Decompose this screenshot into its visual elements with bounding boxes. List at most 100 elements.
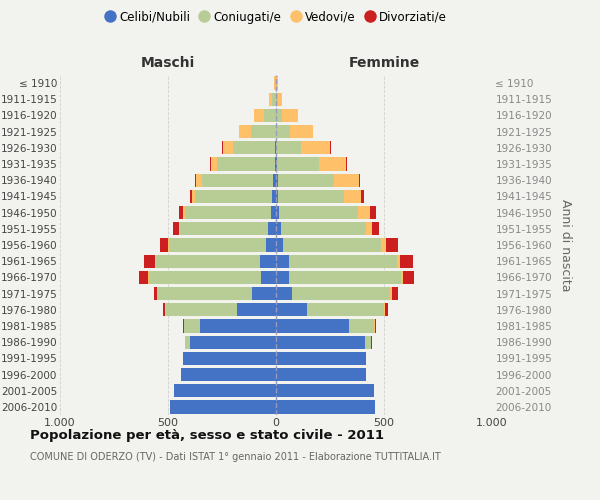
Bar [269, 92, 272, 106]
Bar [344, 190, 361, 203]
Bar [266, 238, 276, 252]
Bar [359, 174, 361, 187]
Bar [361, 190, 364, 203]
Bar [157, 287, 252, 300]
Bar [175, 384, 276, 398]
Bar [271, 206, 276, 220]
Bar [283, 238, 381, 252]
Bar [166, 303, 237, 316]
Bar [156, 254, 260, 268]
Bar [196, 190, 272, 203]
Bar [193, 190, 196, 203]
Bar [173, 222, 179, 235]
Bar [349, 320, 374, 332]
Bar [276, 400, 376, 413]
Bar [185, 206, 271, 220]
Bar [239, 125, 251, 138]
Bar [278, 174, 334, 187]
Bar [196, 174, 202, 187]
Bar [264, 109, 276, 122]
Bar [276, 320, 349, 332]
Text: Femmine: Femmine [349, 56, 419, 70]
Bar [169, 238, 266, 252]
Bar [223, 141, 233, 154]
Bar [392, 287, 398, 300]
Bar [397, 254, 400, 268]
Bar [319, 158, 346, 170]
Bar [381, 238, 386, 252]
Bar [251, 125, 275, 138]
Text: Maschi: Maschi [141, 56, 195, 70]
Bar [276, 238, 283, 252]
Bar [209, 158, 211, 170]
Bar [278, 190, 344, 203]
Bar [179, 222, 180, 235]
Bar [194, 174, 196, 187]
Bar [145, 254, 155, 268]
Bar [384, 303, 385, 316]
Bar [183, 320, 184, 332]
Bar [254, 109, 264, 122]
Bar [276, 158, 277, 170]
Bar [277, 158, 319, 170]
Bar [403, 270, 414, 284]
Bar [301, 141, 331, 154]
Legend: Celibi/Nubili, Coniugati/e, Vedovi/e, Divorziati/e: Celibi/Nubili, Coniugati/e, Vedovi/e, Di… [103, 8, 449, 26]
Bar [168, 238, 169, 252]
Bar [252, 287, 276, 300]
Text: COMUNE DI ODERZO (TV) - Dati ISTAT 1° gennaio 2011 - Elaborazione TUTTITALIA.IT: COMUNE DI ODERZO (TV) - Dati ISTAT 1° ge… [30, 452, 441, 462]
Bar [154, 287, 157, 300]
Bar [217, 158, 275, 170]
Bar [237, 303, 276, 316]
Bar [366, 222, 372, 235]
Bar [276, 222, 281, 235]
Bar [275, 141, 276, 154]
Bar [276, 254, 289, 268]
Bar [277, 76, 278, 90]
Text: Popolazione per età, sesso e stato civile - 2011: Popolazione per età, sesso e stato civil… [30, 430, 384, 442]
Bar [279, 206, 358, 220]
Bar [202, 174, 274, 187]
Bar [276, 109, 282, 122]
Bar [155, 254, 156, 268]
Bar [170, 400, 276, 413]
Bar [260, 254, 276, 268]
Bar [365, 336, 371, 349]
Bar [185, 336, 190, 349]
Bar [163, 303, 166, 316]
Bar [276, 336, 365, 349]
Bar [289, 254, 397, 268]
Bar [261, 270, 276, 284]
Bar [179, 206, 183, 220]
Y-axis label: Anni di nascita: Anni di nascita [559, 198, 572, 291]
Bar [391, 287, 392, 300]
Bar [278, 92, 283, 106]
Bar [385, 303, 388, 316]
Bar [181, 368, 276, 381]
Bar [276, 303, 307, 316]
Bar [275, 76, 276, 90]
Bar [148, 270, 149, 284]
Bar [200, 320, 276, 332]
Bar [401, 270, 403, 284]
Bar [139, 270, 148, 284]
Bar [272, 190, 276, 203]
Bar [233, 141, 275, 154]
Bar [276, 125, 290, 138]
Bar [334, 174, 359, 187]
Bar [276, 270, 289, 284]
Bar [346, 158, 347, 170]
Bar [274, 76, 275, 90]
Bar [190, 336, 276, 349]
Bar [289, 270, 401, 284]
Bar [211, 158, 217, 170]
Bar [281, 222, 366, 235]
Bar [276, 368, 365, 381]
Bar [276, 174, 278, 187]
Bar [180, 222, 268, 235]
Bar [183, 206, 185, 220]
Bar [160, 238, 168, 252]
Bar [275, 158, 276, 170]
Bar [274, 174, 276, 187]
Bar [400, 254, 413, 268]
